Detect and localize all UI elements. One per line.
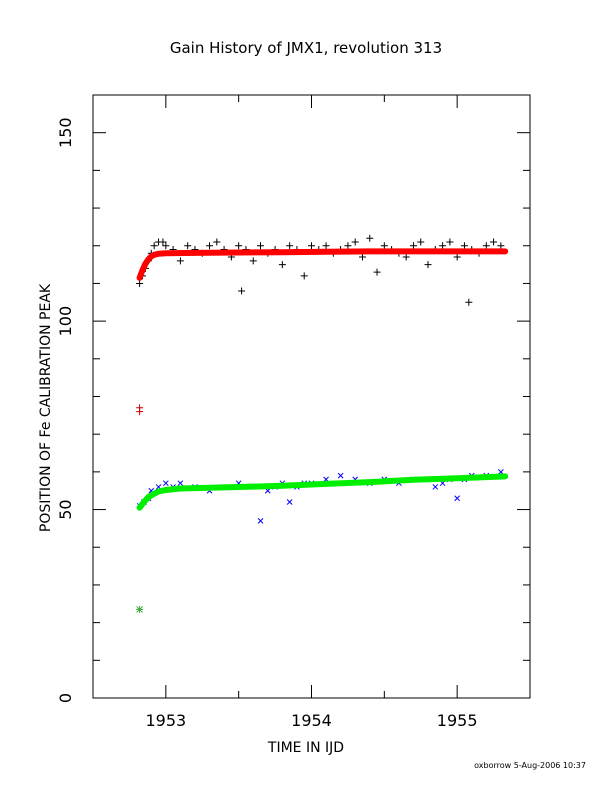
data-point <box>257 242 265 250</box>
data-point <box>136 279 144 287</box>
data-point <box>162 242 170 250</box>
plot-frame <box>92 94 531 699</box>
y-tick-label: 0 <box>56 693 75 703</box>
data-point <box>497 242 505 250</box>
chart-title: Gain History of JMX1, revolution 313 <box>170 39 442 57</box>
data-point <box>402 253 410 261</box>
footer-credit: oxborrow 5-Aug-2006 10:37 <box>474 761 586 770</box>
data-point <box>453 253 461 261</box>
data-point <box>424 261 432 269</box>
data-point <box>460 242 468 250</box>
data-point <box>322 242 330 250</box>
data-point <box>150 242 158 250</box>
data-point <box>206 242 214 250</box>
data-point <box>373 268 381 276</box>
data-point <box>366 234 374 242</box>
data-point <box>308 242 315 250</box>
series-4 <box>136 404 144 416</box>
data-point <box>278 261 286 269</box>
data-point <box>286 242 294 250</box>
data-point <box>177 480 184 487</box>
data-point <box>417 238 425 246</box>
y-tick-label: 150 <box>56 117 75 148</box>
data-point <box>235 242 243 250</box>
x-axis-ticks <box>92 95 531 698</box>
data-point <box>465 298 473 306</box>
data-point <box>351 238 359 246</box>
data-point <box>286 499 293 505</box>
data-point <box>482 242 490 250</box>
data-point <box>300 272 308 280</box>
data-point <box>432 484 439 490</box>
data-point <box>176 257 184 265</box>
data-point <box>159 238 167 246</box>
data-point <box>409 242 417 250</box>
series-layer <box>136 234 509 613</box>
data-point <box>184 242 192 250</box>
data-point <box>238 287 246 295</box>
data-point <box>136 408 144 416</box>
data-point <box>337 472 344 479</box>
series-1 <box>136 248 509 281</box>
data-point <box>162 480 169 487</box>
data-point <box>490 238 498 246</box>
x-tick-label: 1955 <box>437 711 478 730</box>
data-point <box>439 242 447 250</box>
data-point <box>249 257 257 265</box>
fit-line <box>136 248 509 281</box>
series-5 <box>136 605 144 613</box>
y-tick-label: 100 <box>56 306 75 337</box>
data-point <box>257 518 264 524</box>
series-3 <box>136 473 509 511</box>
y-axis-tick-labels: 0 50 100 150 <box>56 117 75 703</box>
x-axis-title: TIME IN IJD <box>267 740 344 756</box>
data-point <box>446 238 454 246</box>
x-axis-tick-labels: 1953 1954 1955 <box>145 711 477 730</box>
data-point <box>380 242 388 250</box>
data-point <box>358 253 366 261</box>
data-point <box>454 495 461 502</box>
x-tick-label: 1954 <box>291 711 332 730</box>
x-tick-label: 1953 <box>145 711 186 730</box>
series-0 <box>136 234 505 306</box>
data-point <box>136 605 144 613</box>
y-tick-label: 50 <box>56 499 75 519</box>
data-point <box>213 238 221 246</box>
data-point <box>344 242 352 250</box>
y-axis-ticks <box>93 132 530 661</box>
y-axis-title: POSITION OF Fe CALIBRATION PEAK <box>38 283 54 532</box>
fit-line <box>136 473 509 511</box>
